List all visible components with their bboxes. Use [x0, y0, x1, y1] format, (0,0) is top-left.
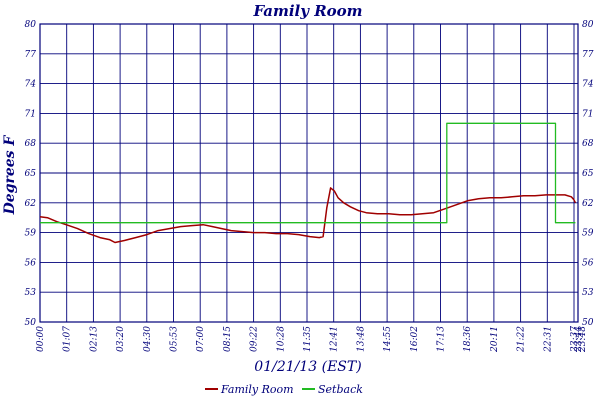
x-tick-label: 14:55: [383, 326, 393, 352]
y-tick-label-left: 50: [25, 318, 37, 328]
y-tick-labels-right: 50 53 56 59 62 65 68 71 74 77 80: [582, 20, 594, 328]
x-tick-label: 23:37: [570, 326, 580, 353]
x-tick-label: 18:36: [463, 326, 473, 352]
y-tick-label-left: 56: [25, 258, 37, 268]
y-tick-label-left: 80: [25, 20, 37, 30]
legend-item: Family Room: [205, 383, 294, 396]
y-tick-label-left: 65: [25, 169, 37, 179]
x-tick-label: 21:22: [517, 326, 527, 353]
x-tick-label: 23:48: [578, 326, 588, 353]
y-tick-label-right: 59: [582, 229, 594, 239]
plot-frame: [39, 23, 579, 323]
y-tick-label-left: 74: [25, 80, 37, 90]
x-tick-label: 23:44: [574, 326, 584, 353]
legend-item: Setback: [302, 383, 363, 396]
y-tick-label-left: 62: [25, 199, 37, 209]
series-layer: [39, 122, 577, 244]
x-tick-label: 12:41: [330, 326, 340, 352]
x-tick-label: 22:31: [543, 326, 553, 353]
legend: Family Room Setback: [205, 383, 363, 396]
x-tick-label: 20:11: [490, 326, 500, 353]
x-tick-label: 05:53: [170, 326, 180, 352]
legend-label: Family Room: [220, 383, 294, 396]
y-tick-label-right: 74: [582, 80, 594, 90]
x-tick-label: 17:13: [437, 326, 447, 352]
x-tick-label: 00:00: [36, 326, 46, 352]
x-tick-labels: 00:00 01:07 02:13 03:20 04:30 05:53 07:00 08:15…: [36, 326, 588, 353]
y-tick-label-left: 77: [25, 50, 37, 60]
x-tick-label: 16:02: [410, 326, 420, 352]
y-tick-label-right: 71: [582, 109, 593, 119]
series-line-setback: [40, 122, 576, 224]
y-tick-labels-left: 50 53 56 59 62 65 68 71 74 77 80: [25, 20, 37, 328]
x-axis-title: 01/21/13 (EST): [254, 359, 361, 375]
y-tick-label-right: 56: [582, 258, 594, 268]
legend-label: Setback: [318, 383, 363, 396]
x-tick-label: 09:22: [250, 326, 260, 352]
y-tick-label-right: 62: [582, 199, 594, 209]
y-tick-label-left: 53: [25, 288, 37, 298]
y-tick-label-left: 71: [25, 109, 36, 119]
x-tick-label: 07:00: [196, 326, 206, 352]
grid: [40, 23, 578, 323]
chart-title: Family Room: [252, 2, 362, 20]
y-tick-label-right: 65: [582, 169, 594, 179]
x-tick-label: 08:15: [223, 326, 233, 352]
x-tick-label: 10:28: [276, 326, 286, 352]
y-axis-title: Degrees F: [2, 135, 18, 216]
x-tick-label: 03:20: [116, 326, 126, 352]
y-tick-label-right: 53: [582, 288, 594, 298]
y-tick-label-right: 68: [582, 139, 594, 149]
x-tick-label: 02:13: [89, 326, 99, 352]
y-tick-label-right: 50: [582, 318, 594, 328]
y-tick-label-right: 77: [582, 50, 594, 60]
x-tick-label: 01:07: [63, 326, 73, 352]
y-tick-label-left: 68: [25, 139, 37, 149]
x-tick-label: 11:35: [303, 326, 313, 352]
x-tick-label: 13:48: [356, 326, 366, 352]
y-tick-label-right: 80: [582, 20, 594, 30]
x-tick-label: 04:30: [143, 326, 153, 352]
y-tick-label-left: 59: [25, 229, 37, 239]
